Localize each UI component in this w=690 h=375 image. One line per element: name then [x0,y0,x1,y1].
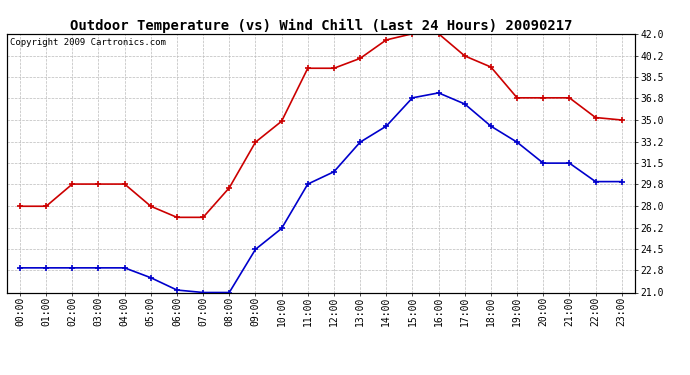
Text: Copyright 2009 Cartronics.com: Copyright 2009 Cartronics.com [10,38,166,46]
Title: Outdoor Temperature (vs) Wind Chill (Last 24 Hours) 20090217: Outdoor Temperature (vs) Wind Chill (Las… [70,18,572,33]
